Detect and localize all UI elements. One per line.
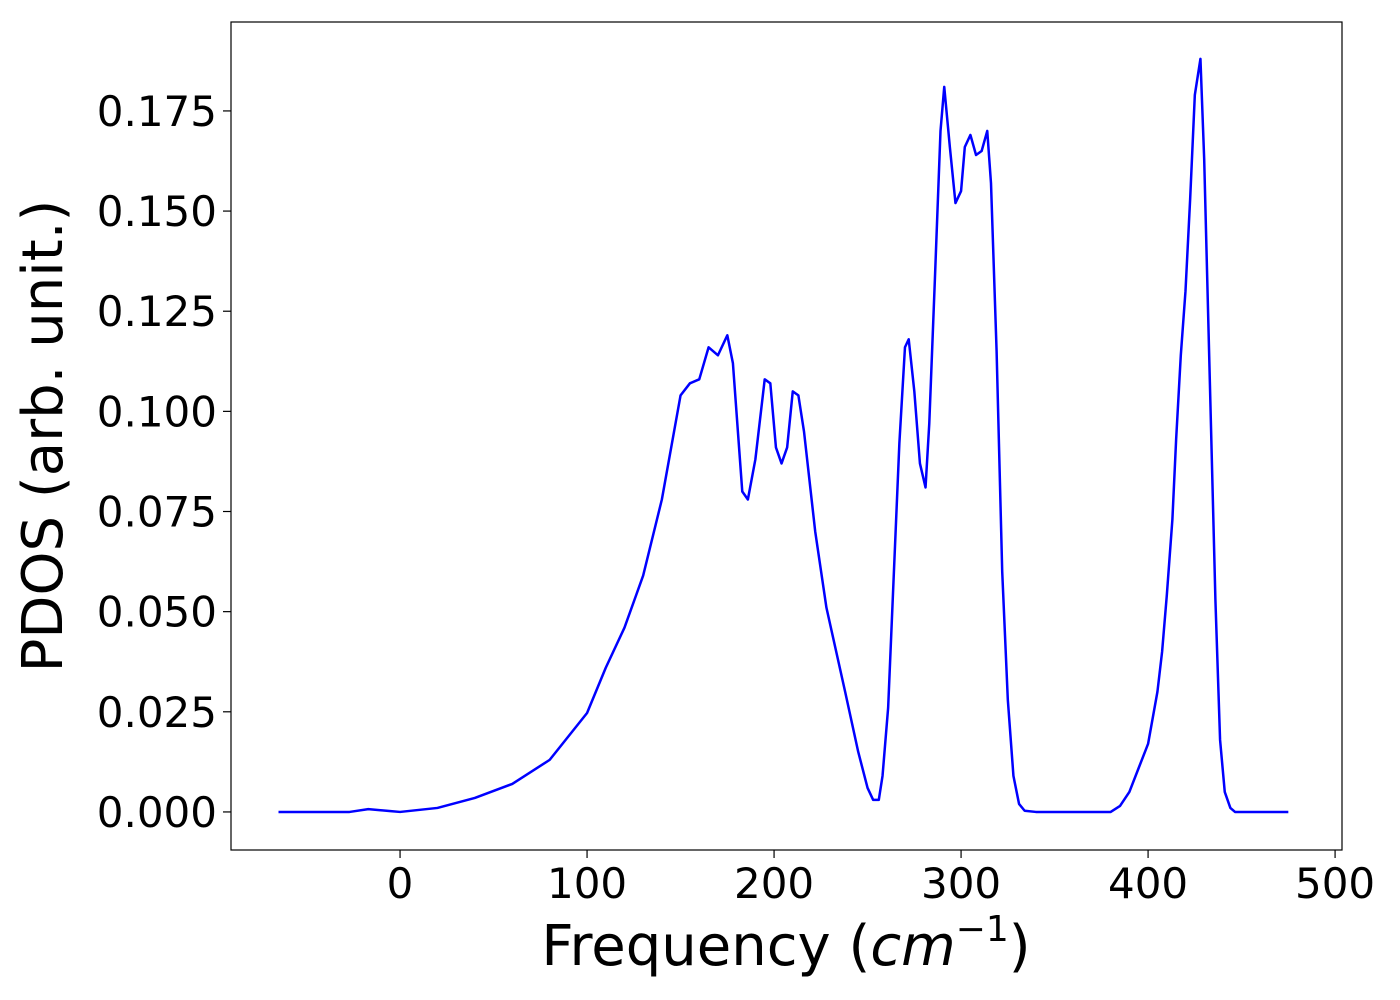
x-label-part: Frequency ( (541, 914, 870, 979)
y-tick-label: 0.075 (97, 488, 217, 537)
x-tick-label: 100 (547, 859, 627, 908)
plot-frame (230, 21, 1343, 851)
x-tick-label: 0 (387, 859, 414, 908)
y-tick-label: 0.025 (97, 688, 217, 737)
y-tick-label: 0.000 (97, 788, 217, 837)
x-label-part: ) (1009, 914, 1031, 979)
x-tick-label: 300 (921, 859, 1001, 908)
y-tick-label: 0.150 (97, 187, 217, 236)
x-tick-label: 200 (734, 859, 814, 908)
y-tick-label: 0.050 (97, 588, 217, 637)
data-line (278, 57, 1289, 814)
y-tick-label: 0.125 (97, 287, 217, 336)
x-tick-label: 400 (1108, 859, 1188, 908)
y-axis-label: PDOS (arb. unit.) (11, 200, 76, 673)
x-label-part: cm (870, 914, 955, 979)
y-tick-label: 0.175 (97, 87, 217, 136)
x-tick-label: 500 (1295, 859, 1375, 908)
x-label-part: −1 (956, 909, 1009, 950)
x-axis-label: Frequency (cm−1) (541, 909, 1030, 979)
y-tick-label: 0.100 (97, 387, 217, 436)
